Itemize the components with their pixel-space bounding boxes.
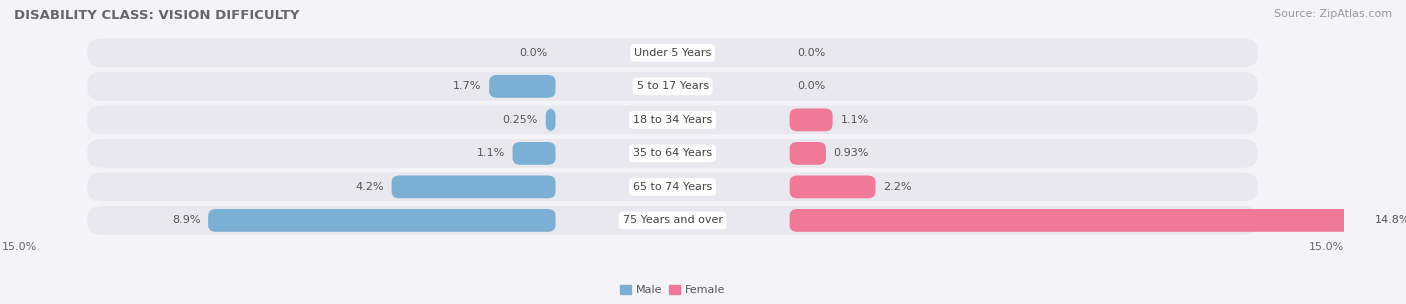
Text: 8.9%: 8.9% <box>172 216 201 226</box>
FancyBboxPatch shape <box>87 139 1258 168</box>
Text: 75 Years and over: 75 Years and over <box>623 216 723 226</box>
Text: 14.8%: 14.8% <box>1375 216 1406 226</box>
Text: 1.1%: 1.1% <box>477 148 505 158</box>
FancyBboxPatch shape <box>87 172 1258 201</box>
FancyBboxPatch shape <box>87 206 1258 235</box>
Text: 1.1%: 1.1% <box>841 115 869 125</box>
FancyBboxPatch shape <box>790 142 825 165</box>
FancyBboxPatch shape <box>790 109 832 131</box>
Text: 0.25%: 0.25% <box>502 115 538 125</box>
FancyBboxPatch shape <box>87 72 1258 101</box>
FancyBboxPatch shape <box>790 175 876 198</box>
Text: 0.0%: 0.0% <box>797 48 825 58</box>
FancyBboxPatch shape <box>208 209 555 232</box>
Text: Source: ZipAtlas.com: Source: ZipAtlas.com <box>1274 9 1392 19</box>
Text: 15.0%: 15.0% <box>1 242 37 252</box>
FancyBboxPatch shape <box>546 109 555 131</box>
Text: 4.2%: 4.2% <box>356 182 384 192</box>
Text: 0.93%: 0.93% <box>834 148 869 158</box>
Text: 65 to 74 Years: 65 to 74 Years <box>633 182 713 192</box>
Text: 1.7%: 1.7% <box>453 81 481 92</box>
Text: 15.0%: 15.0% <box>1309 242 1344 252</box>
FancyBboxPatch shape <box>87 38 1258 67</box>
Text: DISABILITY CLASS: VISION DIFFICULTY: DISABILITY CLASS: VISION DIFFICULTY <box>14 9 299 22</box>
Legend: Male, Female: Male, Female <box>620 285 725 295</box>
Text: 2.2%: 2.2% <box>883 182 912 192</box>
FancyBboxPatch shape <box>87 105 1258 134</box>
FancyBboxPatch shape <box>513 142 555 165</box>
Text: Under 5 Years: Under 5 Years <box>634 48 711 58</box>
Text: 0.0%: 0.0% <box>519 48 548 58</box>
Text: 5 to 17 Years: 5 to 17 Years <box>637 81 709 92</box>
Text: 0.0%: 0.0% <box>797 81 825 92</box>
Text: 35 to 64 Years: 35 to 64 Years <box>633 148 713 158</box>
FancyBboxPatch shape <box>790 209 1367 232</box>
FancyBboxPatch shape <box>489 75 555 98</box>
FancyBboxPatch shape <box>392 175 555 198</box>
Text: 18 to 34 Years: 18 to 34 Years <box>633 115 713 125</box>
